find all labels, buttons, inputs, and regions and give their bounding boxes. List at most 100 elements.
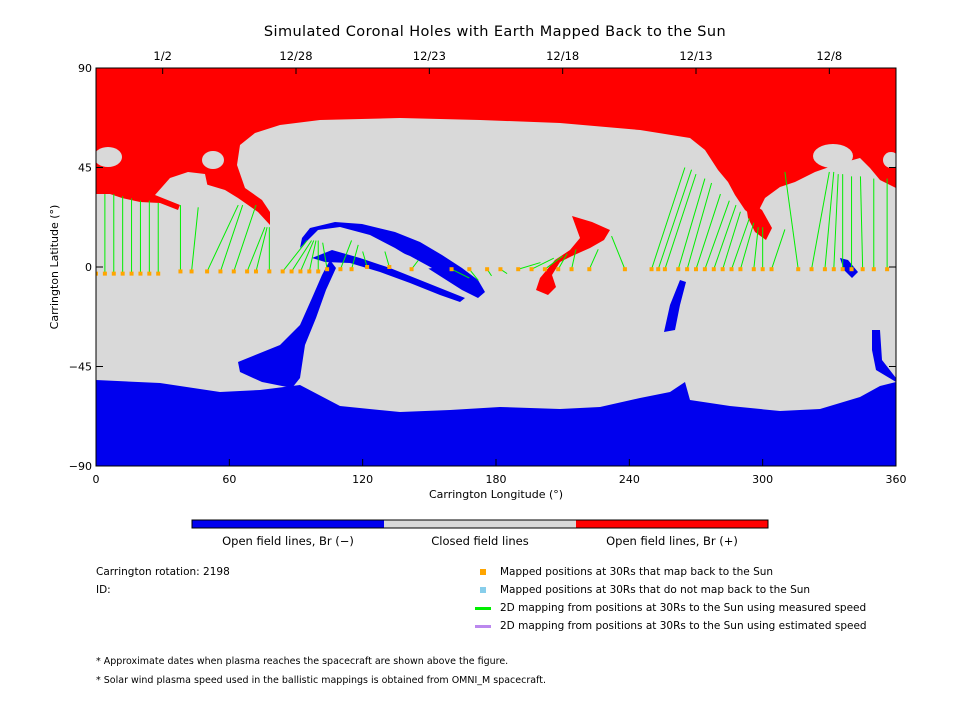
mapped-point: [349, 267, 354, 272]
mapped-point: [751, 267, 756, 272]
map-area: [96, 68, 896, 466]
mapping-line: [611, 235, 626, 270]
top-date-label: 12/13: [679, 49, 712, 63]
mapped-point: [156, 271, 161, 276]
mapping-line: [291, 240, 312, 272]
axis-ticks: 0 60 120 180 240 300 360 −90 −45 0 45 90 1/2 12/28 12/…: [69, 49, 907, 486]
south-negative-arm: [872, 330, 896, 382]
orange-square-icon: [480, 569, 486, 575]
mapping-line: [351, 244, 359, 270]
mapped-point: [809, 267, 814, 272]
mapped-point: [316, 269, 321, 274]
mapping-line: [722, 211, 741, 270]
x-tick-label: 180: [486, 473, 507, 486]
mapped-point: [796, 267, 801, 272]
south-negative-arm: [238, 260, 336, 388]
mapped-point: [702, 267, 707, 272]
carrington-rotation: Carrington rotation: 2198: [96, 566, 230, 578]
mapping-line: [531, 257, 555, 270]
mapped-point: [529, 267, 534, 272]
mapping-line: [308, 240, 317, 272]
equatorial-negative-band: [300, 222, 485, 298]
mapped-point: [485, 267, 490, 272]
legend-unmapped-label: Mapped positions at 30Rs that do not map…: [500, 584, 811, 596]
south-negative-region: [96, 380, 896, 466]
mapping-line: [833, 174, 839, 270]
mapping-line: [233, 204, 257, 272]
y-axis-label: Carrington Latitude (°): [48, 205, 61, 330]
mapped-point: [622, 267, 627, 272]
mapping-line: [686, 182, 713, 270]
lightblue-square-icon: [480, 587, 486, 593]
mapped-point: [656, 267, 661, 272]
mapping-line: [588, 249, 599, 270]
mapping-lines-layer: [96, 167, 888, 281]
mapping-line: [824, 171, 835, 270]
mapped-point: [662, 267, 667, 272]
mapped-point: [498, 267, 503, 272]
mapped-point: [860, 267, 865, 272]
mapping-line: [651, 167, 686, 270]
mapping-line: [362, 251, 368, 268]
id-label: ID:: [96, 584, 111, 596]
mapped-point: [729, 267, 734, 272]
mapping-line: [246, 227, 266, 272]
mapped-point: [189, 269, 194, 274]
mapped-point: [298, 269, 303, 274]
mapping-line: [219, 204, 244, 272]
legend-mapped-label: Mapped positions at 30Rs that map back t…: [500, 566, 774, 578]
colorbar-negative-label: Open field lines, Br (−): [222, 534, 354, 548]
mapping-line: [322, 242, 328, 270]
mapping-line: [299, 240, 315, 272]
mapped-point: [587, 267, 592, 272]
y-tick-label: 90: [78, 62, 92, 75]
mapped-point: [338, 267, 343, 272]
mapped-point: [365, 265, 370, 269]
mapped-point: [720, 267, 725, 272]
green-line-icon: [475, 606, 491, 610]
legend-unmapped: Mapped positions at 30Rs that do not map…: [480, 584, 810, 596]
mapped-point: [831, 267, 836, 272]
mapped-point: [280, 269, 285, 274]
closed-band-gap: [330, 236, 432, 270]
mapped-point: [822, 267, 827, 272]
closed-lobe: [155, 172, 208, 205]
mapped-point: [231, 269, 236, 274]
mapping-line: [704, 200, 730, 270]
mapping-line: [695, 193, 721, 270]
north-positive-region: [96, 68, 896, 225]
mapped-point: [325, 267, 330, 272]
x-tick-label: 360: [886, 473, 907, 486]
mid-positive-region: [536, 216, 610, 295]
mapping-line: [339, 240, 353, 270]
mapping-line: [191, 207, 199, 272]
mapped-point: [267, 269, 272, 274]
closed-island: [813, 144, 853, 168]
mapped-point: [516, 267, 521, 272]
top-date-label: 12/28: [279, 49, 312, 63]
mapped-point: [885, 267, 890, 272]
mapping-line: [571, 249, 577, 270]
mapped-point: [138, 271, 143, 276]
y-tick-label: −90: [69, 460, 92, 473]
negative-patch: [840, 258, 858, 278]
mapped-point: [769, 267, 774, 272]
mapped-point: [245, 269, 250, 274]
mapped-point: [711, 267, 716, 272]
mapped-point: [254, 269, 258, 274]
top-date-label: 12/23: [413, 49, 446, 63]
y-tick-label: 0: [85, 261, 92, 274]
x-axis-label: Carrington Longitude (°): [429, 488, 563, 501]
mapped-point: [467, 267, 472, 272]
colorbar-positive: [576, 520, 768, 528]
purple-line-icon: [475, 624, 491, 628]
mapped-points-layer: [96, 265, 890, 276]
chart-title: Simulated Coronal Holes with Earth Mappe…: [264, 24, 726, 40]
top-date-label: 1/2: [153, 49, 172, 63]
mapping-line: [811, 171, 830, 270]
mapped-point: [694, 267, 698, 272]
mapping-line: [282, 240, 308, 272]
colorbar-closed-label: Closed field lines: [431, 534, 529, 548]
mapping-line: [206, 204, 239, 272]
mapped-point: [569, 267, 574, 272]
